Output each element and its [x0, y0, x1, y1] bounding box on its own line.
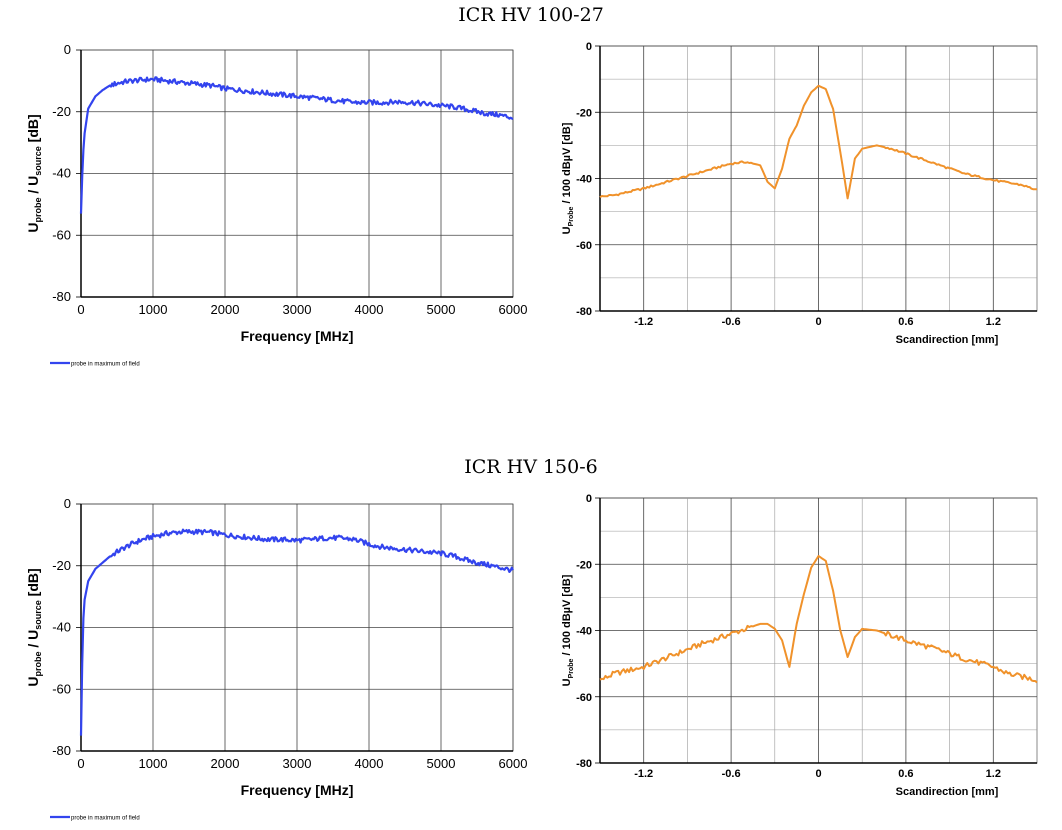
y-tick-label: 0 [64, 496, 71, 511]
x-tick-label: 1.2 [986, 316, 1001, 328]
y-tick-label: -20 [52, 104, 71, 119]
x-tick-label: -0.6 [722, 316, 741, 328]
x-tick-label: 0 [77, 302, 84, 317]
y-tick-label: -40 [576, 626, 592, 638]
y-tick-label: 0 [586, 41, 592, 53]
y-axis-label: Uprobe / Usource [dB] [25, 568, 43, 686]
x-tick-label: 5000 [427, 302, 456, 317]
x-tick-label: 1000 [139, 756, 168, 771]
x-tick-label: 6000 [499, 302, 528, 317]
y-axis-label: UProbe / 100 dBµV [dB] [561, 574, 575, 686]
x-tick-label: 0.6 [898, 316, 913, 328]
y-tick-label: -60 [576, 692, 592, 704]
data-line [79, 528, 514, 736]
y-tick-label: -40 [576, 174, 592, 186]
x-tick-label: 2000 [211, 302, 240, 317]
scan-profile-chart-2: 0 -20 -40 -60 -80 -1.2 -0.6 0 0.6 1.2 Scandirectio… [561, 493, 1038, 798]
x-tick-label: 0 [77, 756, 84, 771]
section-title: ICR HV 150-6 [464, 456, 598, 478]
x-tick-label: 1.2 [986, 768, 1001, 780]
x-axis-label: Frequency [MHz] [241, 782, 354, 798]
section-title: ICR HV 100-27 [458, 4, 604, 26]
x-tick-label: 3000 [283, 756, 312, 771]
y-axis-label: Uprobe / Usource [dB] [25, 114, 43, 232]
x-tick-label: 4000 [355, 302, 384, 317]
y-tick-label: -80 [52, 743, 71, 758]
x-tick-label: 6000 [499, 756, 528, 771]
x-tick-label: 1000 [139, 302, 168, 317]
x-tick-label: -1.2 [634, 768, 653, 780]
y-tick-label: -20 [576, 107, 592, 119]
y-tick-label: -20 [576, 559, 592, 571]
x-tick-label: 2000 [211, 756, 240, 771]
legend-label: probe in maximum of field [71, 816, 140, 822]
data-line [599, 555, 1038, 684]
x-axis-label: Scandirection [mm] [896, 334, 999, 346]
x-tick-label: 0.6 [898, 768, 913, 780]
x-tick-label: 5000 [427, 756, 456, 771]
x-axis-label: Scandirection [mm] [896, 786, 999, 798]
y-tick-label: -40 [52, 620, 71, 635]
frequency-response-chart-2: 0 -20 -40 -60 -80 0 1000 2000 3000 4000 5000 6000 Fr… [25, 496, 528, 822]
x-tick-label: 0 [815, 316, 821, 328]
x-tick-label: -1.2 [634, 316, 653, 328]
y-tick-label: 0 [64, 42, 71, 57]
y-tick-label: 0 [586, 493, 592, 505]
x-tick-label: 0 [815, 768, 821, 780]
y-tick-label: -20 [52, 558, 71, 573]
y-tick-label: -60 [52, 227, 71, 242]
y-tick-label: -80 [576, 306, 592, 318]
y-tick-label: -80 [52, 289, 71, 304]
data-line [599, 84, 1038, 200]
y-tick-label: -80 [576, 758, 592, 770]
legend-label: probe in maximum of field [71, 362, 140, 368]
scan-profile-chart-1: 0 -20 -40 -60 -80 -1.2 -0.6 0 0.6 1.2 Scandirectio… [561, 41, 1038, 346]
y-axis-label: UProbe / 100 dBµV [dB] [561, 122, 575, 234]
y-tick-label: -60 [576, 240, 592, 252]
data-line [79, 76, 514, 214]
y-tick-label: -40 [52, 166, 71, 181]
x-tick-label: 4000 [355, 756, 384, 771]
x-tick-label: 3000 [283, 302, 312, 317]
frequency-response-chart-1: 0 -20 -40 -60 -80 0 1000 2000 3000 4000 5000 6000 Fr… [25, 42, 528, 368]
x-tick-label: -0.6 [722, 768, 741, 780]
y-tick-label: -60 [52, 681, 71, 696]
x-axis-label: Frequency [MHz] [241, 328, 354, 344]
